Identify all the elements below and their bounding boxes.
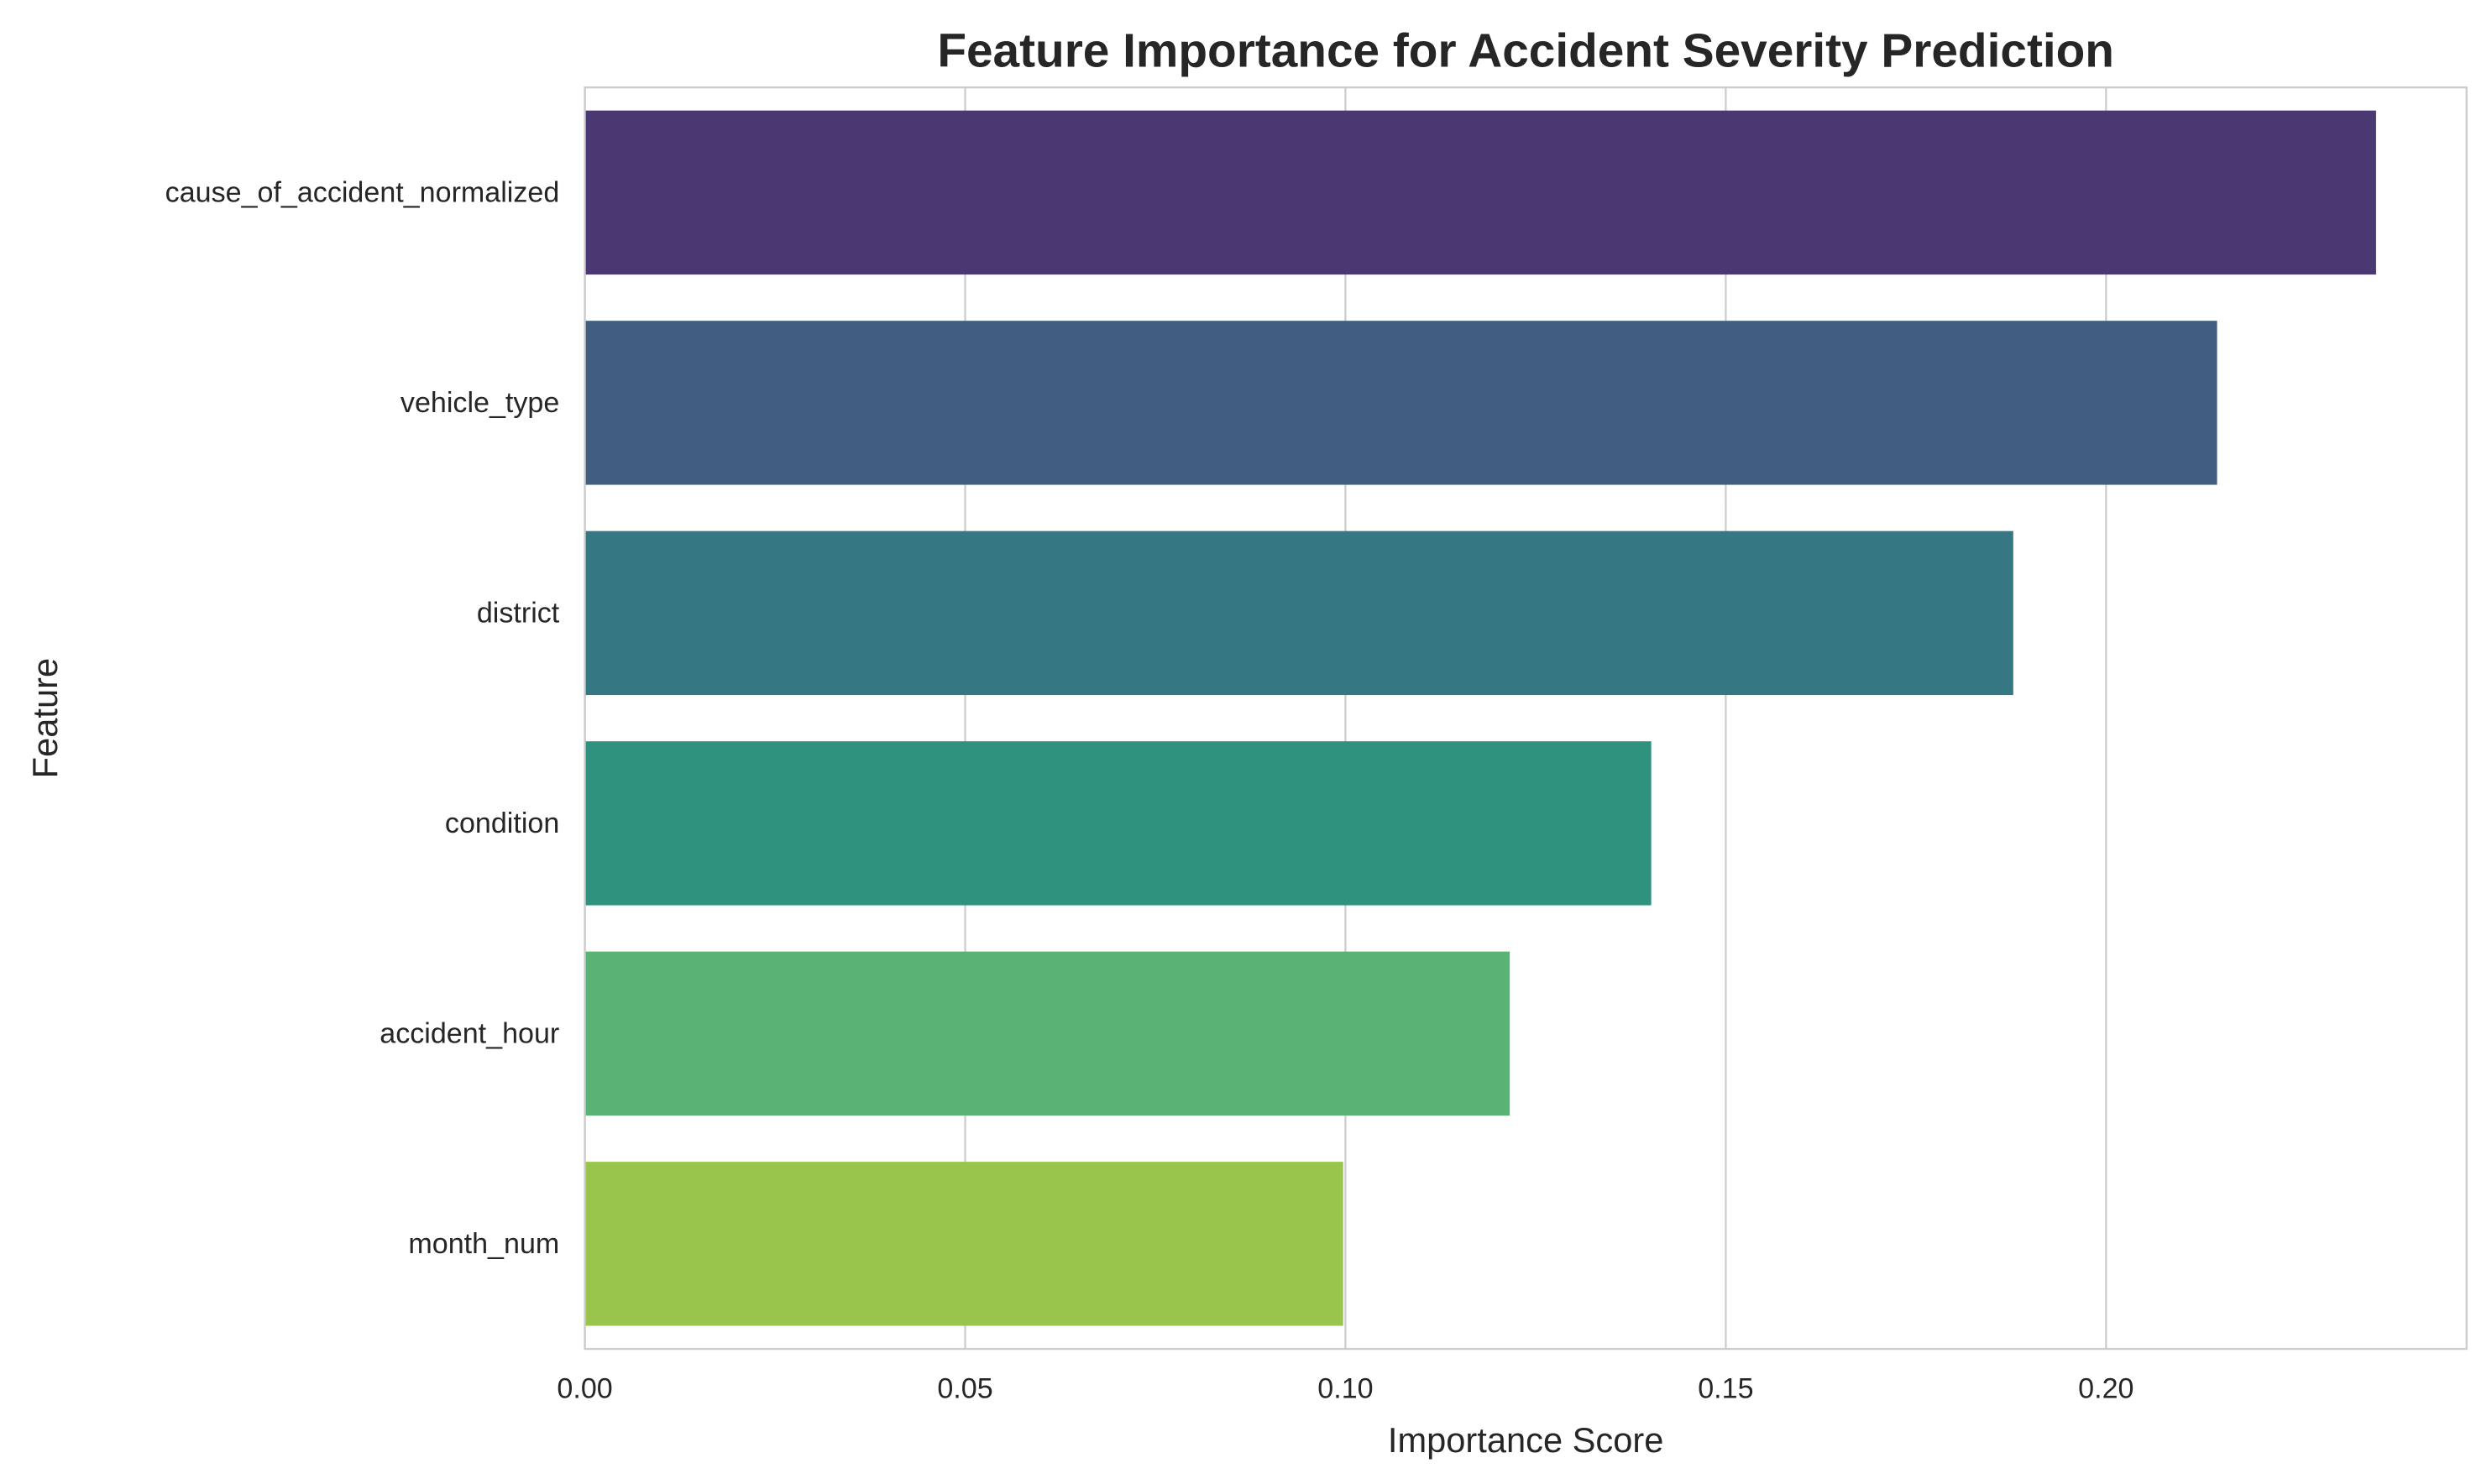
x-tick-label: 0.10 — [1317, 1373, 1373, 1405]
bar-district — [584, 530, 2013, 696]
x-tick-label: 0.00 — [557, 1373, 612, 1405]
bar-condition — [584, 741, 1652, 906]
x-tick-label: 0.05 — [937, 1373, 992, 1405]
bar-accident_hour — [584, 951, 1510, 1116]
y-tick-label: vehicle_type — [400, 387, 559, 419]
y-tick-label: condition — [445, 807, 559, 839]
bar-month_num — [584, 1162, 1343, 1326]
x-tick-labels: 0.00 0.05 0.10 0.15 0.20 — [557, 1373, 2133, 1405]
bar-cause_of_accident_normalized — [584, 110, 2376, 275]
x-tick-label: 0.15 — [1698, 1373, 1753, 1405]
grid-lines — [584, 87, 2107, 1350]
chart-title: Feature Importance for Accident Severity… — [937, 25, 2114, 78]
y-tick-labels: cause_of_accident_normalized vehicle_type… — [165, 177, 560, 1260]
bar-vehicle_type — [584, 321, 2217, 485]
y-tick-label: accident_hour — [380, 1018, 559, 1050]
plot-frame — [584, 86, 2468, 1351]
x-axis-label: Importance Score — [1388, 1420, 1664, 1460]
y-tick-label: month_num — [408, 1228, 559, 1260]
bars — [584, 110, 2376, 1326]
x-tick-label: 0.20 — [2078, 1373, 2133, 1405]
y-tick-label: cause_of_accident_normalized — [165, 177, 560, 209]
y-axis-label: Feature — [25, 658, 65, 778]
y-tick-label: district — [477, 598, 560, 630]
